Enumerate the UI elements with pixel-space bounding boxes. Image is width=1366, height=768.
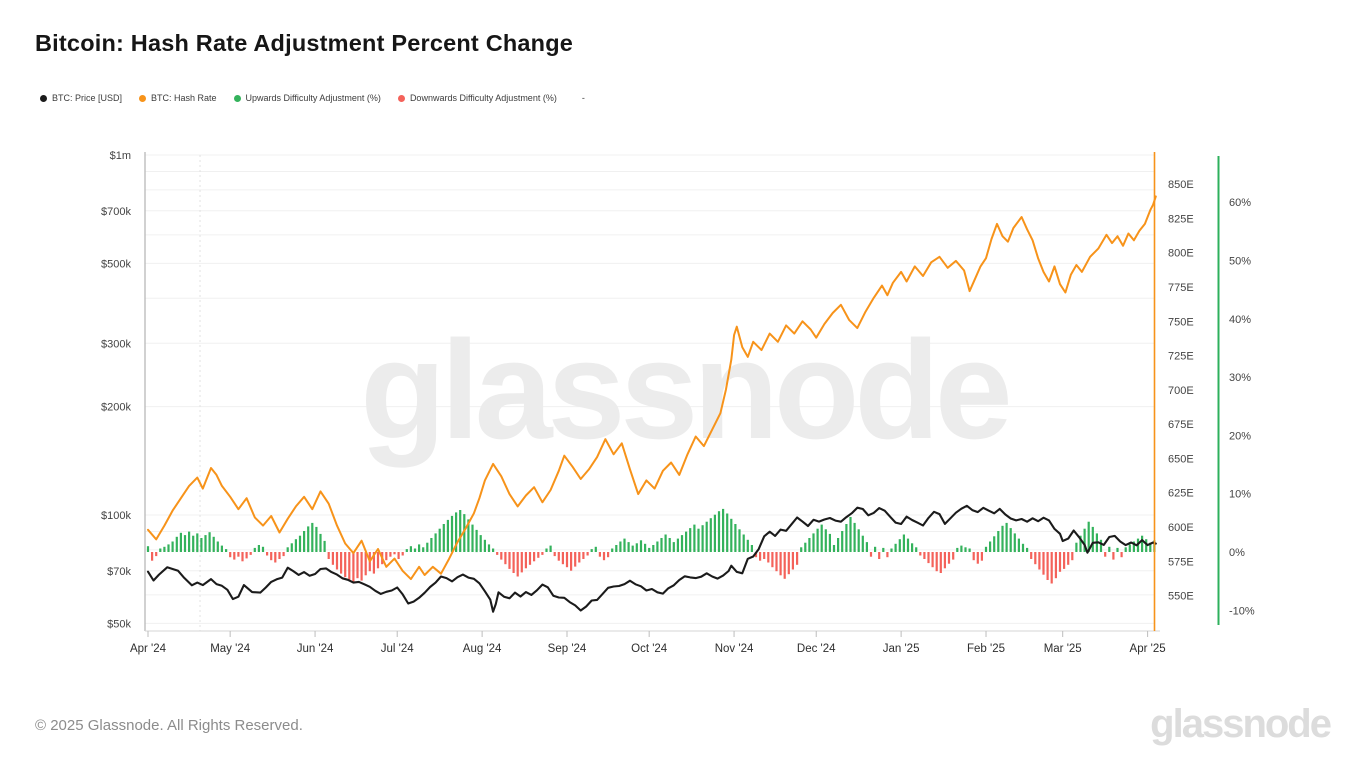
price-tick-label: $500k [101, 258, 131, 270]
legend-item-label: Upwards Difficulty Adjustment (%) [245, 93, 381, 103]
glassnode-logo: glassnode [1150, 702, 1332, 746]
watermark-text: glassnode [360, 311, 1009, 468]
legend-item[interactable]: BTC: Hash Rate [139, 93, 217, 103]
hashrate-tick-label: 600E [1168, 522, 1194, 534]
legend-item-label: BTC: Price [USD] [52, 93, 123, 103]
x-tick-label: Nov '24 [715, 643, 754, 655]
hashrate-tick-label: 725E [1168, 351, 1194, 363]
legend-item[interactable]: Upwards Difficulty Adjustment (%) [233, 93, 381, 103]
x-tick-label: Oct '24 [631, 643, 668, 655]
x-tick-label: Mar '25 [1044, 643, 1082, 655]
percent-tick-label: 0% [1229, 547, 1245, 559]
hashrate-tick-label: 825E [1168, 213, 1194, 225]
percent-axis-labels: 60% 50% 40% 30% 20% 10% 0% -10% [1229, 197, 1255, 617]
hashrate-tick-label: 550E [1168, 591, 1194, 603]
hashrate-tick-label: 750E [1168, 316, 1194, 328]
legend-item-label: BTC: Hash Rate [151, 93, 217, 103]
price-tick-label: $100k [101, 510, 131, 522]
legend-bullet-icon [397, 94, 405, 102]
hashrate-tick-label: 650E [1168, 453, 1194, 465]
x-tick-label: Apr '24 [130, 643, 167, 655]
x-tick-label: Feb '25 [967, 643, 1005, 655]
legend-item-label: - [581, 93, 585, 103]
hashrate-tick-label: 800E [1168, 248, 1194, 260]
percent-tick-label: 40% [1229, 314, 1251, 326]
page-title: Bitcoin: Hash Rate Adjustment Percent Ch… [35, 30, 574, 56]
legend-bullet-icon [40, 94, 47, 102]
x-tick-label: Jun '24 [297, 643, 334, 655]
hashrate-tick-label: 850E [1168, 179, 1194, 191]
legend-item[interactable]: BTC: Price [USD] [40, 93, 122, 103]
price-tick-label: $200k [101, 402, 131, 414]
percent-tick-label: 50% [1229, 256, 1251, 268]
price-tick-label: $1m [110, 150, 131, 162]
legend-dash-item[interactable]: - [582, 93, 585, 103]
percent-tick-label: 10% [1229, 489, 1251, 501]
price-axis-labels: $1m $700k $500k $300k $200k $100k $70k $50k [101, 150, 131, 630]
legend-bullet-icon [233, 94, 241, 102]
percent-tick-label: 30% [1229, 372, 1251, 384]
copyright-text: © 2025 Glassnode. All Rights Reserved. [35, 717, 303, 734]
percent-tick-label: 20% [1229, 430, 1251, 442]
price-tick-label: $70k [107, 566, 131, 578]
hashrate-tick-label: 575E [1168, 556, 1194, 568]
percent-tick-label: 60% [1229, 197, 1251, 209]
price-tick-label: $300k [101, 338, 131, 350]
x-tick-label: Apr '25 [1130, 643, 1166, 655]
hashrate-tick-label: 775E [1168, 282, 1194, 294]
legend-item[interactable]: Downwards Difficulty Adjustment (%) [397, 93, 557, 103]
x-axis: Apr '24 May '24 Jun '24 Jul '24 Aug '24 Sep '… [130, 631, 1166, 655]
hashrate-line [147, 195, 1157, 581]
x-tick-label: Dec '24 [797, 643, 836, 655]
x-tick-label: Jan '25 [883, 643, 920, 655]
hashrate-axis-labels: 850E 825E 800E 775E 750E 725E 700E 675E 650E 625E… [1168, 179, 1194, 602]
legend-item-label: Downwards Difficulty Adjustment (%) [409, 93, 557, 103]
legend: BTC: Price [USD] BTC: Hash Rate Upwards Di… [40, 93, 585, 103]
difficulty-adjustment-bars [146, 508, 1156, 584]
hashrate-tick-label: 675E [1168, 419, 1194, 431]
x-tick-label: Aug '24 [463, 643, 502, 655]
legend-bullet-icon [139, 94, 147, 102]
price-tick-label: $700k [101, 206, 131, 218]
x-tick-label: Sep '24 [548, 643, 587, 655]
percent-tick-label: -10% [1229, 605, 1255, 617]
hashrate-tick-label: 625E [1168, 488, 1194, 500]
x-tick-label: Jul '24 [381, 643, 414, 655]
x-tick-label: May '24 [210, 643, 251, 655]
price-tick-label: $50k [107, 618, 131, 630]
hashrate-tick-label: 700E [1168, 385, 1194, 397]
price-line [146, 504, 1157, 613]
